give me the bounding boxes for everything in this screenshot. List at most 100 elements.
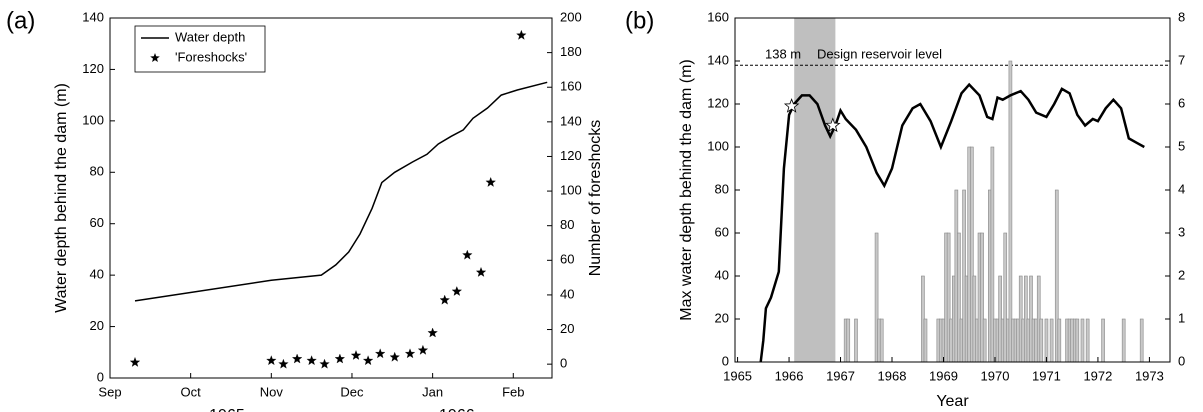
star-marker <box>404 348 416 359</box>
y2-tick-label: 60 <box>560 252 574 267</box>
y-tick-label: 0 <box>97 369 104 384</box>
shock-bar <box>879 318 884 363</box>
star-marker <box>129 356 141 367</box>
shock-bar <box>1080 318 1085 363</box>
x-tick-label: Jan <box>422 384 443 399</box>
shock-bar <box>1044 318 1049 363</box>
star-marker <box>374 348 386 359</box>
y-tick-label: 160 <box>707 9 729 24</box>
legend-label: Water depth <box>175 29 245 44</box>
legend-swatch <box>150 53 160 62</box>
panel-label: (a) <box>6 7 35 34</box>
x-tick-label: 1973 <box>1135 368 1164 383</box>
star-marker <box>417 344 429 355</box>
y-axis-label: Max water depth behind the dam (m) <box>678 59 695 320</box>
x-tick-label: 1969 <box>929 368 958 383</box>
y2-tick-label: 180 <box>560 44 582 59</box>
x-tick-label: Dec <box>340 384 364 399</box>
y-tick-label: 0 <box>722 353 729 368</box>
shock-bar <box>1101 318 1105 363</box>
y2-tick-label: 7 <box>1178 52 1185 67</box>
y2-tick-label: 140 <box>560 113 582 128</box>
shock-bar <box>1057 318 1062 363</box>
y2-tick-label: 160 <box>560 79 582 94</box>
y-axis-label: Water depth behind the dam (m) <box>53 83 70 313</box>
y-tick-label: 140 <box>707 52 729 67</box>
x-axis-label: Year <box>936 393 969 410</box>
plot-frame <box>109 17 553 379</box>
water-depth-line <box>134 81 548 302</box>
star-marker <box>439 294 450 305</box>
star-marker <box>825 117 841 133</box>
x-tick-label: Nov <box>260 384 284 399</box>
x-tick-label: Feb <box>502 384 524 399</box>
star-marker <box>783 98 800 113</box>
star-marker <box>334 353 346 364</box>
x-tick-label: 1970 <box>981 368 1010 383</box>
shock-bar <box>846 318 851 363</box>
y2-tick-label: 5 <box>1178 138 1185 153</box>
y2-tick-label: 6 <box>1178 95 1185 110</box>
panel-label: (b) <box>625 7 654 34</box>
y2-tick-label: 2 <box>1178 267 1185 282</box>
y-tick-label: 60 <box>715 224 729 239</box>
y2-tick-label: 8 <box>1178 9 1185 24</box>
y2-tick-label: 4 <box>1178 181 1185 196</box>
x-tick-label: 1972 <box>1083 368 1112 383</box>
star-marker <box>427 327 438 338</box>
y2-axis-label: Number of foreshocks <box>587 120 604 277</box>
shock-bar <box>1039 318 1044 363</box>
y-tick-label: 20 <box>90 318 104 333</box>
star-marker <box>291 353 303 364</box>
star-marker <box>362 355 374 366</box>
y-tick-label: 80 <box>715 181 729 196</box>
water-depth-line <box>759 82 1145 363</box>
y2-tick-label: 80 <box>560 217 574 232</box>
shock-bar <box>854 318 858 363</box>
star-marker <box>485 176 496 187</box>
x-tick-label: 1966 <box>775 368 804 383</box>
star-marker <box>451 286 463 296</box>
y2-tick-label: 1 <box>1178 310 1185 325</box>
x-tick-label: 1965 <box>723 368 752 383</box>
star-marker <box>278 358 289 369</box>
y-tick-label: 120 <box>707 95 729 110</box>
x-tick-label: 1967 <box>826 368 855 383</box>
y-tick-label: 100 <box>707 138 729 153</box>
y-tick-label: 20 <box>715 310 729 325</box>
star-marker <box>350 350 362 360</box>
y-tick-label: 40 <box>90 267 104 282</box>
shaded-period <box>794 18 836 362</box>
shock-bar <box>1075 318 1080 363</box>
year-label: 1966 <box>439 407 475 412</box>
y2-tick-label: 0 <box>1178 353 1185 368</box>
star-marker <box>462 249 473 260</box>
shock-bar <box>1139 318 1144 363</box>
legend-box <box>134 25 266 73</box>
y-tick-label: 60 <box>90 215 104 230</box>
shock-bar <box>1085 318 1090 363</box>
x-tick-label: Sep <box>98 384 121 399</box>
legend-label: 'Foreshocks' <box>175 49 247 64</box>
star-marker <box>389 351 400 362</box>
y-tick-label: 40 <box>715 267 729 282</box>
y2-tick-label: 100 <box>560 183 582 198</box>
y2-tick-label: 40 <box>560 286 574 301</box>
shock-bar <box>1008 60 1013 363</box>
x-tick-label: 1971 <box>1032 368 1061 383</box>
y2-tick-label: 3 <box>1178 224 1185 239</box>
shock-bar <box>923 318 928 363</box>
y2-tick-label: 0 <box>560 356 567 371</box>
star-marker <box>319 358 330 369</box>
star-marker <box>266 355 277 366</box>
year-label: 1965 <box>209 407 245 412</box>
y2-tick-label: 120 <box>560 148 582 163</box>
reference-label: 138 m <box>765 47 801 62</box>
shock-bar <box>982 318 987 363</box>
y-tick-label: 140 <box>82 9 104 24</box>
star-marker <box>475 266 487 277</box>
shock-bar <box>1121 318 1126 363</box>
y2-tick-label: 20 <box>560 321 574 336</box>
y2-tick-label: 200 <box>560 9 582 24</box>
